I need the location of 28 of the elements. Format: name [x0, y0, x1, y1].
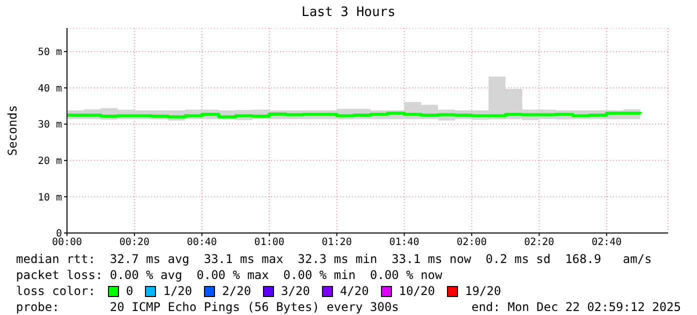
- y-tick-label: 50 m: [38, 47, 62, 58]
- text: probe: 20 ICMP Echo Pings (56 Bytes) every 300s: [16, 299, 399, 315]
- y-tick-label: 40 m: [38, 83, 62, 94]
- text: 2/20: [222, 283, 252, 299]
- text: 3/20: [281, 283, 310, 299]
- x-tick-label: 01:40: [389, 237, 420, 248]
- y-tick-label: 30 m: [38, 120, 62, 131]
- y-axis-title: Seconds: [5, 105, 20, 156]
- text: median rtt: 32.7 ms avg 33.1 ms max 32.3 ms min 33.1 ms now 0.2 ms sd 168.9 am/s: [16, 251, 652, 267]
- text: 1/20: [163, 283, 192, 299]
- x-tick-label: 00:40: [186, 237, 217, 248]
- x-tick-label: 00:20: [119, 237, 150, 248]
- text: packet loss: 0.00 % avg 0.00 % max 0.00 % min 0.00 % now: [16, 267, 442, 283]
- text: end: Mon Dec 22 02:59:12 2025: [471, 299, 681, 315]
- text: 0: [126, 283, 134, 299]
- x-tick-label: 02:40: [592, 237, 622, 248]
- y-tick-label: 10 m: [38, 192, 62, 204]
- text: loss color:: [16, 283, 96, 299]
- chart-title: Last 3 Hours: [300, 5, 396, 20]
- x-tick-label: 00:00: [52, 237, 82, 248]
- x-tick-label: 01:00: [254, 237, 284, 248]
- text: 19/20: [464, 283, 502, 299]
- text: 10/20: [398, 283, 435, 299]
- x-tick-label: 01:20: [322, 237, 352, 248]
- x-tick-label: 02:20: [524, 237, 554, 248]
- text: 4/20: [340, 283, 369, 299]
- x-tick-label: 02:00: [456, 237, 487, 248]
- y-tick-label: 20 m: [38, 156, 62, 167]
